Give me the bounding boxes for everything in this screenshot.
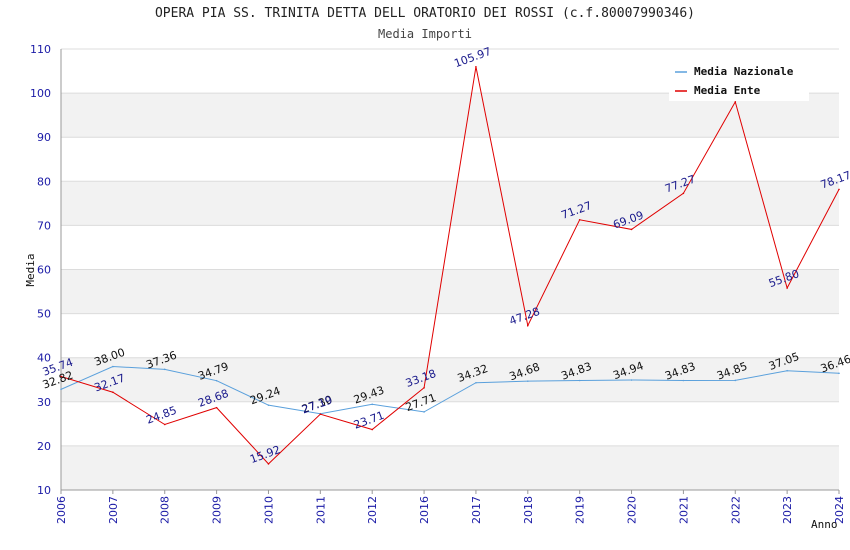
data-point [267,463,270,465]
plot-band [61,445,839,490]
data-point [215,379,218,382]
data-point [215,406,218,409]
y-tick-label: 30 [37,396,51,409]
x-tick-labels: 2006 2007 2008 2009 2010 2011 2012 2016 2017 2018… [55,496,846,524]
data-point [163,423,166,426]
data-point [371,403,374,406]
data-point [371,428,374,431]
x-tick-label: 2016 [418,496,431,524]
data-point [786,369,788,372]
legend-box [669,59,809,101]
x-axis-label: Anno [811,518,838,531]
y-tick-label: 20 [37,440,51,453]
data-point [734,379,737,382]
data-point [267,404,270,406]
data-point [527,380,529,382]
x-tick-label: 2022 [729,496,742,524]
data-point [682,379,685,382]
data-point [578,379,581,382]
data-point [630,228,633,231]
data-point [838,372,840,375]
plot-band [61,313,839,358]
data-point [527,324,529,327]
data-point [319,413,322,415]
data-point [578,218,581,221]
x-tick-label: 2020 [626,496,639,524]
plot-band [61,181,839,226]
legend-label: Media Ente [694,84,761,97]
x-tick-label: 2023 [781,496,794,524]
x-tick-label: 2024 [833,496,846,524]
plot-band [61,401,839,446]
data-point [682,192,685,195]
x-tick-label: 2006 [55,496,68,524]
y-tick-labels: 10 20 30 40 50 60 70 80 90 100 110 [30,43,51,497]
series-line-ente [60,66,840,465]
data-point [163,368,166,371]
y-tick-label: 80 [37,175,51,188]
x-tick-label: 2009 [211,496,224,524]
y-tick-label: 110 [30,43,51,56]
series-lines [60,65,840,465]
y-tick-label: 100 [30,87,51,100]
chart-subtitle: Media Importi [378,27,472,41]
x-tick-label: 2021 [677,496,690,524]
plot-band [61,225,839,270]
data-point [423,411,425,413]
legend: Media Nazionale Media Ente [669,59,809,101]
y-tick-label: 40 [37,352,51,365]
y-tick-label: 90 [37,131,51,144]
plot-band [61,357,839,402]
x-tick-label: 2007 [107,496,120,524]
data-point [630,379,633,381]
y-tick-label: 50 [37,308,51,321]
x-tick-label: 2018 [522,496,535,524]
plot-band [61,137,839,182]
y-axis-label: Media [24,253,37,286]
data-point [786,287,788,289]
x-tick-label: 2008 [159,496,172,524]
data-point [112,365,114,368]
series-line-nazionale [60,366,840,415]
plot-band [61,269,839,314]
chart-title: OPERA PIA SS. TRINITA DETTA DELL ORATORI… [154,6,696,21]
data-point [112,391,114,394]
y-tick-label: 10 [37,484,51,497]
data-point [838,188,840,191]
x-tick-label: 2012 [366,496,379,524]
data-point [60,388,62,391]
y-tick-label: 70 [37,219,51,232]
data-point [423,386,425,389]
data-point [475,65,477,68]
legend-label: Media Nazionale [694,65,794,78]
y-tick-label: 60 [37,264,51,277]
data-point [734,101,737,103]
x-tick-label: 2011 [314,496,327,524]
x-tick-label: 2019 [574,496,587,524]
x-tick-label: 2017 [470,496,483,524]
x-tick-label: 2010 [262,496,275,524]
data-point [475,381,477,384]
data-point [60,375,62,378]
axes [60,49,840,494]
plot-bands [61,49,839,490]
